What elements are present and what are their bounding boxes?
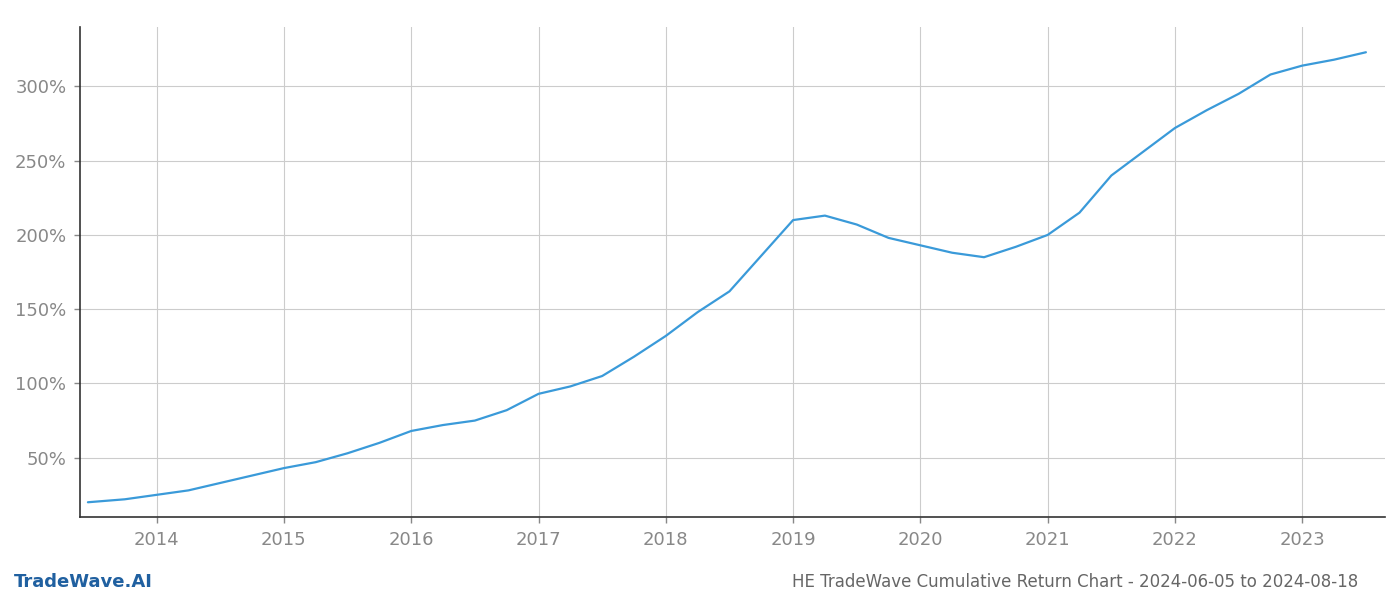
Text: TradeWave.AI: TradeWave.AI: [14, 573, 153, 591]
Text: HE TradeWave Cumulative Return Chart - 2024-06-05 to 2024-08-18: HE TradeWave Cumulative Return Chart - 2…: [792, 573, 1358, 591]
